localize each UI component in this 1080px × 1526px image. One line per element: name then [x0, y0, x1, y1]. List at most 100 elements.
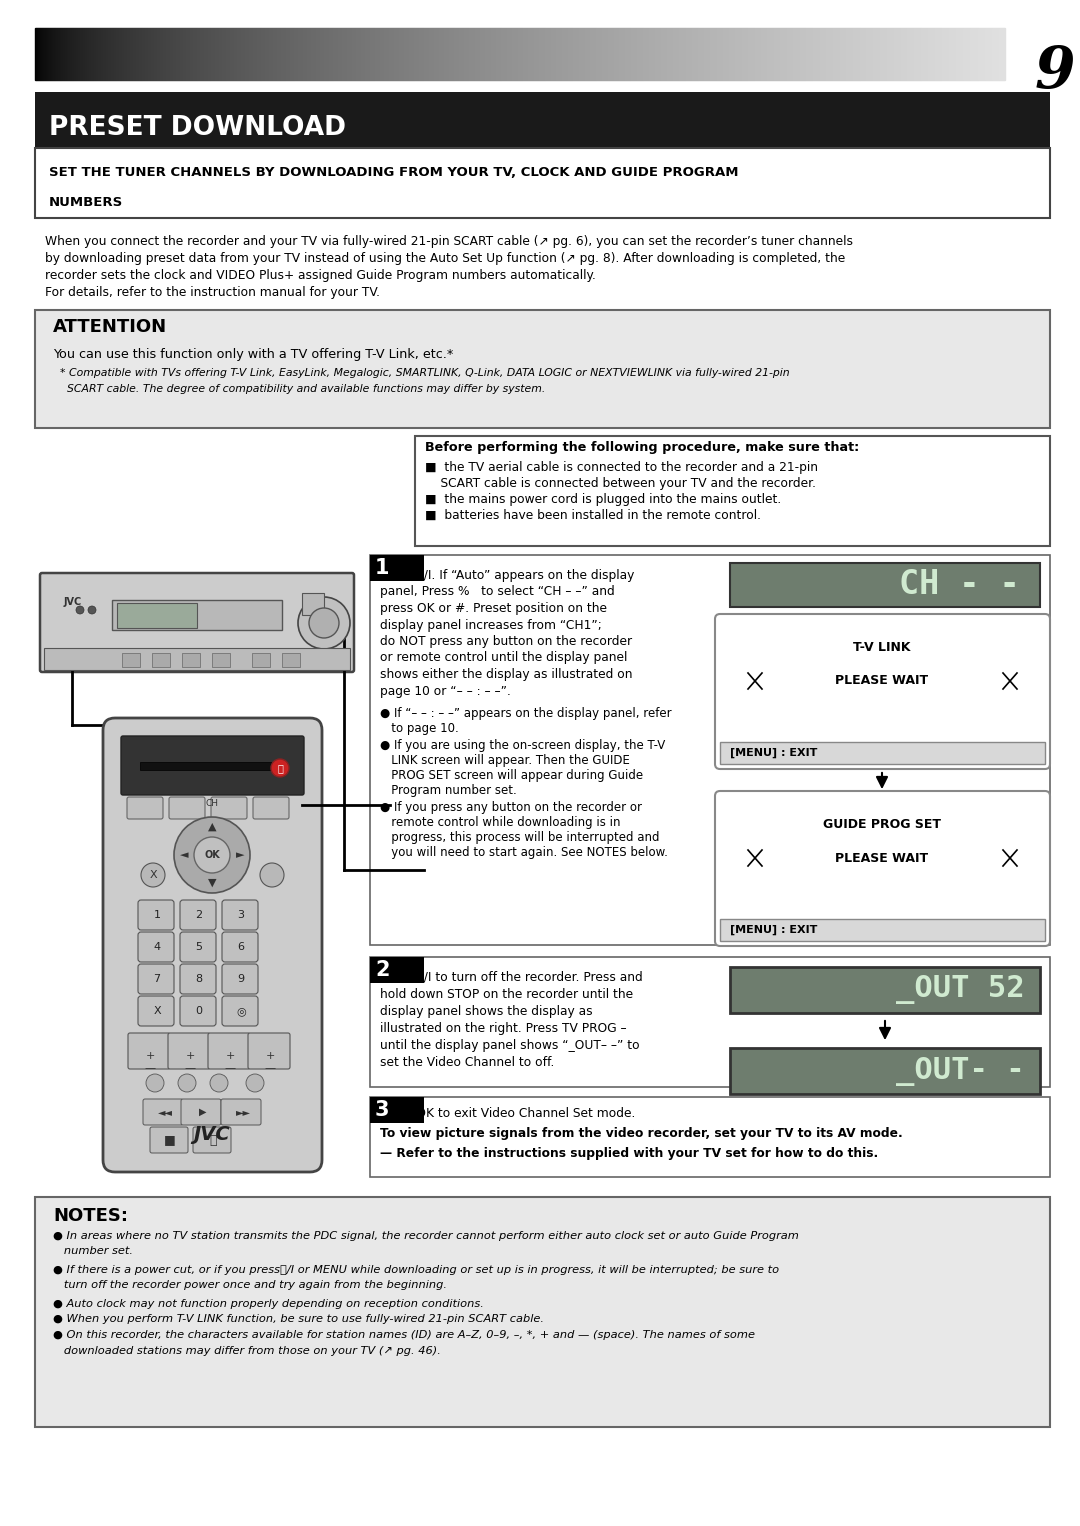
FancyBboxPatch shape — [150, 1128, 188, 1154]
Text: until the display panel shows “_OUT– –” to: until the display panel shows “_OUT– –” … — [380, 1039, 639, 1051]
Text: press OK or #. Preset position on the: press OK or #. Preset position on the — [380, 601, 607, 615]
Text: you will need to start again. See NOTES below.: you will need to start again. See NOTES … — [380, 845, 667, 859]
FancyBboxPatch shape — [221, 1099, 261, 1125]
Circle shape — [246, 1074, 264, 1093]
Text: ◄◄: ◄◄ — [158, 1106, 173, 1117]
Bar — [183, 653, 200, 667]
Text: display panel increases from “CH1”;: display panel increases from “CH1”; — [380, 618, 602, 632]
Text: Press OK to exit Video Channel Set mode.: Press OK to exit Video Channel Set mode. — [380, 1106, 635, 1120]
FancyBboxPatch shape — [222, 996, 258, 1025]
Text: downloaded stations may differ from those on your TV (↗ pg. 46).: downloaded stations may differ from thos… — [53, 1346, 441, 1355]
Text: turn off the recorder power once and try again from the beginning.: turn off the recorder power once and try… — [53, 1280, 447, 1291]
Bar — [140, 761, 285, 771]
FancyBboxPatch shape — [222, 900, 258, 929]
Text: For details, refer to the instruction manual for your TV.: For details, refer to the instruction ma… — [45, 285, 380, 299]
Circle shape — [260, 864, 284, 887]
Text: ● Auto clock may not function properly depending on reception conditions.: ● Auto clock may not function properly d… — [53, 1299, 484, 1309]
Text: CH: CH — [205, 800, 218, 807]
Circle shape — [271, 758, 289, 777]
FancyBboxPatch shape — [211, 797, 247, 819]
Text: X: X — [149, 870, 157, 881]
Text: +: + — [266, 1051, 274, 1061]
FancyBboxPatch shape — [181, 1099, 221, 1125]
Circle shape — [76, 606, 84, 613]
Bar — [730, 1048, 1040, 1094]
Text: ● If you are using the on-screen display, the T-V: ● If you are using the on-screen display… — [380, 739, 665, 752]
FancyBboxPatch shape — [129, 1033, 170, 1070]
FancyBboxPatch shape — [193, 1128, 231, 1154]
Text: ■: ■ — [164, 1134, 176, 1146]
Text: JVC: JVC — [64, 597, 82, 607]
Text: remote control while downloading is in: remote control while downloading is in — [380, 816, 621, 829]
FancyBboxPatch shape — [180, 996, 216, 1025]
Text: —: — — [145, 1064, 156, 1073]
Text: 4: 4 — [153, 942, 161, 952]
Circle shape — [194, 836, 230, 873]
Text: SCART cable is connected between your TV and the recorder.: SCART cable is connected between your TV… — [426, 478, 816, 490]
Text: 0: 0 — [195, 1006, 203, 1016]
Text: hold down STOP on the recorder until the: hold down STOP on the recorder until the — [380, 987, 633, 1001]
Circle shape — [178, 1074, 195, 1093]
FancyBboxPatch shape — [253, 797, 289, 819]
Text: NUMBERS: NUMBERS — [49, 195, 123, 209]
Text: ▲: ▲ — [207, 823, 216, 832]
FancyBboxPatch shape — [180, 932, 216, 961]
Bar — [282, 653, 300, 667]
Text: +: + — [186, 1051, 194, 1061]
Text: —: — — [225, 1064, 235, 1073]
Text: 8: 8 — [195, 974, 203, 984]
Text: _OUT- -: _OUT- - — [896, 1056, 1025, 1085]
Text: GUIDE PROG SET: GUIDE PROG SET — [823, 818, 941, 832]
Text: Press ⏻/I. If “Auto” appears on the display: Press ⏻/I. If “Auto” appears on the disp… — [380, 569, 634, 581]
Bar — [212, 653, 230, 667]
Text: 1: 1 — [375, 559, 390, 578]
Text: OK: OK — [204, 850, 220, 861]
Text: +: + — [226, 1051, 234, 1061]
Text: do NOT press any button on the recorder: do NOT press any button on the recorder — [380, 635, 632, 649]
FancyBboxPatch shape — [143, 1099, 183, 1125]
Text: ● On this recorder, the characters available for station names (ID) are A–Z, 0–9: ● On this recorder, the characters avail… — [53, 1331, 755, 1340]
Text: JVC: JVC — [193, 1126, 230, 1144]
Text: — Refer to the instructions supplied with your TV set for how to do this.: — Refer to the instructions supplied wit… — [380, 1148, 878, 1160]
Bar — [370, 555, 424, 581]
Text: [MENU] : EXIT: [MENU] : EXIT — [730, 748, 818, 758]
Text: ▶: ▶ — [199, 1106, 206, 1117]
Text: 2: 2 — [375, 960, 390, 980]
Text: by downloading preset data from your TV instead of using the Auto Set Up functio: by downloading preset data from your TV … — [45, 252, 846, 266]
Text: 3: 3 — [238, 909, 244, 920]
Text: * Compatible with TVs offering T-V Link, EasyLink, Megalogic, SMARTLINK, Q-Link,: * Compatible with TVs offering T-V Link,… — [53, 368, 789, 378]
Text: —: — — [265, 1064, 275, 1073]
FancyBboxPatch shape — [715, 613, 1050, 769]
Bar — [720, 742, 1045, 765]
Text: 1: 1 — [153, 909, 161, 920]
Bar — [720, 919, 1045, 942]
FancyBboxPatch shape — [180, 964, 216, 993]
Text: SCART cable. The degree of compatibility and available functions may differ by s: SCART cable. The degree of compatibility… — [53, 385, 545, 394]
Text: illustrated on the right. Press TV PROG –: illustrated on the right. Press TV PROG … — [380, 1022, 626, 1035]
FancyBboxPatch shape — [138, 900, 174, 929]
Bar — [44, 649, 350, 670]
Bar — [370, 957, 1050, 1087]
Bar — [370, 1097, 424, 1123]
Bar — [730, 563, 1040, 607]
Text: or remote control until the display panel: or remote control until the display pane… — [380, 652, 627, 664]
Text: recorder sets the clock and VIDEO Plus+ assigned Guide Program numbers automatic: recorder sets the clock and VIDEO Plus+ … — [45, 269, 596, 282]
Text: ■  the mains power cord is plugged into the mains outlet.: ■ the mains power cord is plugged into t… — [426, 493, 781, 507]
FancyBboxPatch shape — [138, 964, 174, 993]
Text: 5: 5 — [195, 942, 203, 952]
Text: PROG SET screen will appear during Guide: PROG SET screen will appear during Guide — [380, 769, 643, 781]
FancyBboxPatch shape — [138, 996, 174, 1025]
Text: page 10 or “– – : – –”.: page 10 or “– – : – –”. — [380, 685, 511, 697]
Text: ⏸: ⏸ — [210, 1134, 217, 1146]
Bar — [35, 92, 1050, 148]
Circle shape — [146, 1074, 164, 1093]
Text: display panel shows the display as: display panel shows the display as — [380, 1006, 593, 1018]
Text: progress, this process will be interrupted and: progress, this process will be interrupt… — [380, 832, 660, 844]
Bar — [252, 653, 270, 667]
Bar — [122, 653, 140, 667]
FancyBboxPatch shape — [222, 964, 258, 993]
Text: T-V LINK: T-V LINK — [853, 641, 910, 655]
Text: number set.: number set. — [53, 1247, 133, 1256]
Bar — [730, 967, 1040, 1013]
Bar — [370, 555, 1050, 945]
